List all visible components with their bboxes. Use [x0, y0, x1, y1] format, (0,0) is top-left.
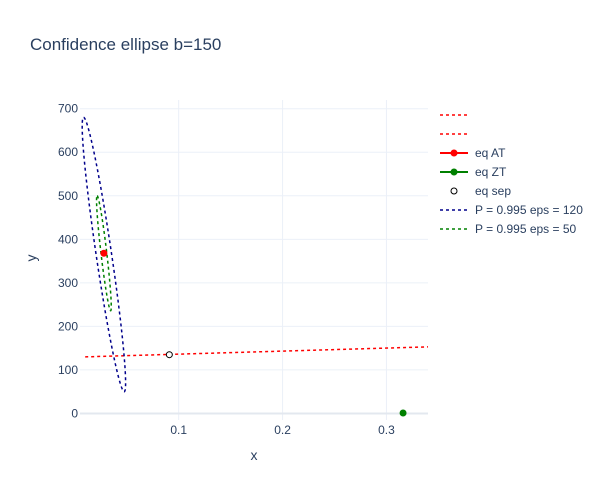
- y-tick-label: 200: [58, 319, 78, 333]
- legend: eq AT eq ZT eq sep P = 0.995 eps = 120 P = 0…: [440, 114, 583, 236]
- legend-label: P = 0.995 eps = 120: [475, 203, 583, 217]
- y-axis-title: y: [23, 255, 39, 262]
- legend-label: eq AT: [475, 146, 506, 160]
- x-tick-label: 0.3: [378, 423, 395, 437]
- data-point-3: [399, 409, 407, 417]
- legend-swatch-marker: [450, 187, 458, 195]
- legend-label: eq ZT: [475, 165, 507, 179]
- y-axis-ticks: 0 100 200 300 400 500 600 700: [58, 102, 78, 421]
- y-tick-label: 700: [58, 102, 78, 116]
- plot-background: [80, 100, 428, 420]
- x-axis-title: x: [251, 447, 258, 463]
- legend-swatch-marker: [450, 149, 458, 157]
- data-point-2: [100, 249, 108, 257]
- data-point-4: [165, 351, 173, 359]
- y-tick-label: 300: [58, 276, 78, 290]
- legend-item-2[interactable]: eq AT: [440, 146, 506, 160]
- y-tick-label: 600: [58, 145, 78, 159]
- legend-item-4[interactable]: eq sep: [450, 184, 511, 198]
- x-axis-ticks: 0.1 0.2 0.3: [170, 423, 395, 437]
- legend-label: P = 0.995 eps = 50: [475, 222, 577, 236]
- x-tick-label: 0.2: [274, 423, 291, 437]
- ellipse-5: [81, 116, 127, 393]
- legend-item-3[interactable]: eq ZT: [440, 165, 507, 179]
- y-tick-label: 400: [58, 232, 78, 246]
- legend-label: eq sep: [475, 184, 511, 198]
- ellipse-6: [95, 195, 112, 312]
- series-clip-group: [81, 116, 428, 393]
- series-layer: [81, 116, 428, 417]
- x-tick-label: 0.1: [170, 423, 187, 437]
- legend-swatch-marker: [450, 168, 458, 176]
- legend-item-6[interactable]: P = 0.995 eps = 50: [440, 222, 577, 236]
- legend-item-5[interactable]: P = 0.995 eps = 120: [440, 203, 583, 217]
- y-tick-label: 100: [58, 363, 78, 377]
- y-tick-label: 500: [58, 189, 78, 203]
- y-tick-label: 0: [71, 406, 78, 420]
- chart-title: Confidence ellipse b=150: [30, 35, 221, 54]
- grid: [80, 100, 428, 420]
- plot-area: [80, 100, 428, 420]
